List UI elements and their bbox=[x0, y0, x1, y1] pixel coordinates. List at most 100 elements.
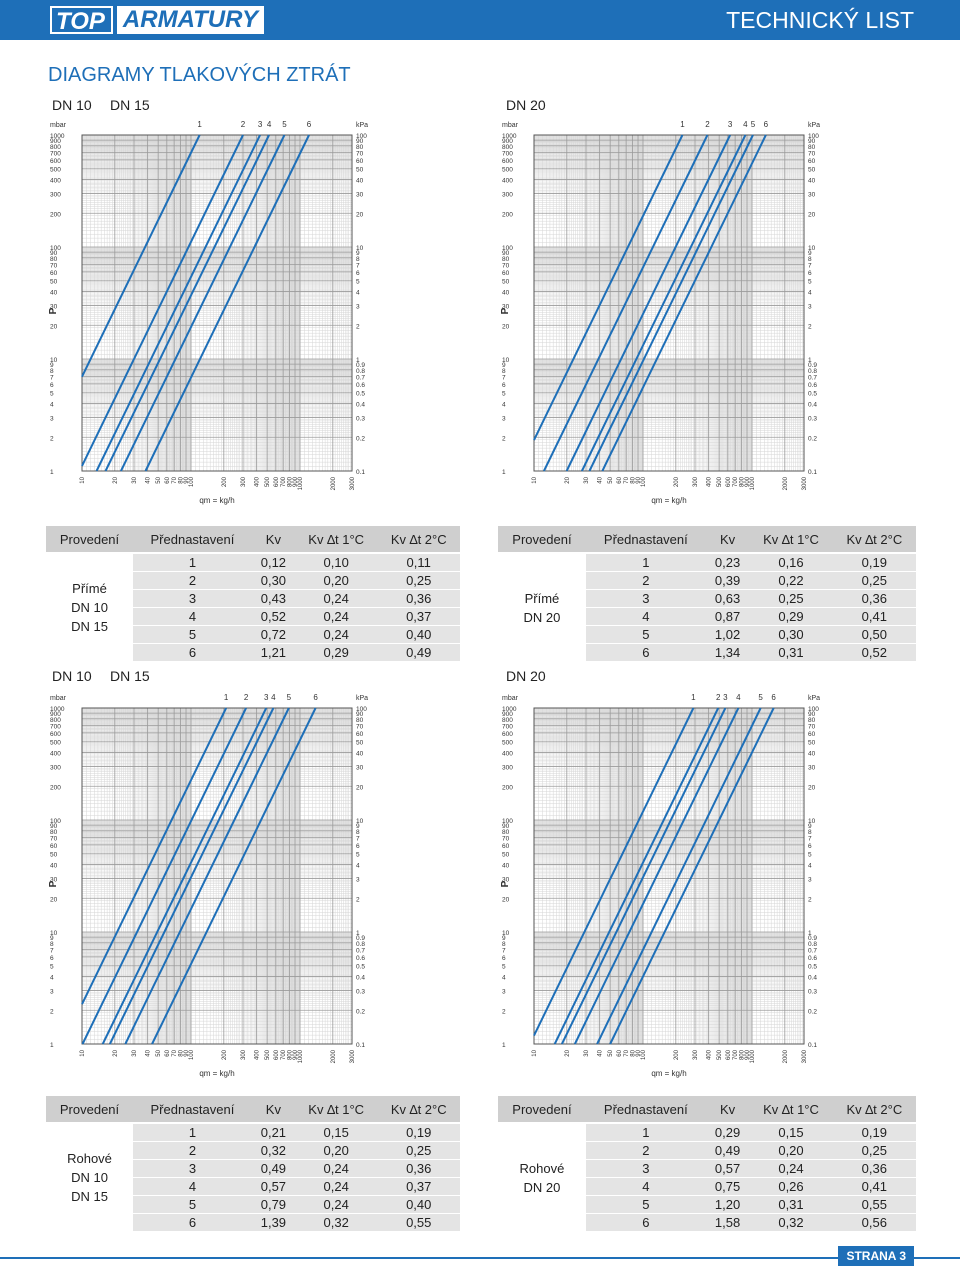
x-tick-label: 400 bbox=[255, 476, 261, 487]
y-tick-label-kpa: 0.4 bbox=[356, 402, 365, 409]
x-tick-label: 800 bbox=[739, 476, 745, 487]
x-tick-label: 60 bbox=[165, 1049, 171, 1056]
y-tick-label-kpa: 60 bbox=[808, 158, 816, 165]
table-cell: 0,15 bbox=[749, 1123, 833, 1142]
y-tick-label-mbar: 800 bbox=[502, 717, 513, 724]
variant-label: DN 20 bbox=[523, 609, 561, 625]
y-tick-label-mbar: 90 bbox=[50, 250, 58, 257]
y-tick-label-kpa: 100 bbox=[356, 133, 367, 140]
y-tick-label-kpa: 3 bbox=[356, 304, 360, 311]
series-line-1 bbox=[533, 134, 684, 441]
y-axis-letter: P bbox=[48, 880, 59, 887]
column-header: Přednastavení bbox=[133, 1096, 252, 1124]
y-tick-label-kpa: 4 bbox=[356, 863, 360, 870]
table-cell: 5 bbox=[133, 1195, 252, 1214]
table-row: Přímé DN 20 1 0,23 0,16 0,19 bbox=[498, 553, 916, 662]
series-label-6: 6 bbox=[771, 693, 776, 702]
y-tick-label-mbar: 60 bbox=[50, 270, 58, 277]
x-tick-label: 40 bbox=[146, 476, 152, 483]
series-label-5: 5 bbox=[282, 120, 287, 129]
x-tick-label: 100 bbox=[641, 1049, 647, 1060]
table-cell: 0,55 bbox=[832, 1195, 916, 1214]
variant-label: Rohové bbox=[519, 1160, 565, 1176]
y-tick-label-kpa: 0.3 bbox=[808, 989, 817, 996]
x-tick-label: 2000 bbox=[331, 1049, 337, 1063]
series-line-2 bbox=[543, 134, 709, 472]
y-tick-label-mbar: 4 bbox=[50, 402, 54, 409]
table-cell: 2 bbox=[133, 1141, 252, 1160]
y-tick-label-mbar: 10 bbox=[502, 357, 510, 364]
y-tick-label-kpa: 0.5 bbox=[356, 391, 365, 398]
table-row: 2 0,49 0,20 0,25 bbox=[498, 1141, 916, 1160]
table-cell: 3 bbox=[585, 589, 706, 608]
y-tick-label-kpa: 0.1 bbox=[356, 1042, 365, 1049]
pressure-loss-chart-dn10-dn15-straight: 1000 900 800 700 600 500 400 300 200 100 90 80 70 60 5… bbox=[46, 115, 464, 505]
series-line-2 bbox=[81, 707, 247, 1045]
y-tick-label-mbar: 600 bbox=[502, 158, 513, 165]
x-tick-label: 2000 bbox=[783, 1049, 789, 1063]
table-row: 5 1,20 0,31 0,55 bbox=[498, 1195, 916, 1214]
table-cell: 4 bbox=[133, 607, 252, 626]
y-tick-label-kpa: 10 bbox=[356, 818, 364, 825]
y-tick-label-kpa: 2 bbox=[356, 896, 360, 903]
y-tick-label-mbar: 500 bbox=[50, 740, 61, 747]
y-tick-label-kpa: 6 bbox=[356, 843, 360, 850]
y-tick-label-kpa: 0.5 bbox=[808, 391, 817, 398]
y-tick-label-mbar: 700 bbox=[50, 723, 61, 730]
y-tick-label-mbar: 400 bbox=[502, 178, 513, 185]
table-cell: 0,20 bbox=[294, 1141, 378, 1160]
y-tick-label-kpa: 5 bbox=[808, 852, 812, 859]
chart-frame bbox=[533, 134, 805, 472]
unit-mbar-label: mbar bbox=[50, 695, 67, 702]
y-tick-label-mbar: 300 bbox=[50, 765, 61, 772]
y-tick-label-kpa: 80 bbox=[356, 144, 364, 151]
y-tick-label-kpa: 0.3 bbox=[356, 989, 365, 996]
y-tick-label-mbar: 7 bbox=[502, 947, 506, 954]
table-row: 2 0,39 0,22 0,25 bbox=[498, 571, 916, 590]
y-tick-label-kpa: 5 bbox=[356, 279, 360, 286]
y-tick-label-mbar: 1 bbox=[50, 1042, 54, 1049]
pressure-loss-chart-dn20-straight: 1000 900 800 700 600 500 400 300 200 100 90 80 70 60 5… bbox=[498, 115, 916, 505]
y-tick-label-mbar: 9 bbox=[502, 935, 506, 942]
y-tick-label-mbar: 3 bbox=[502, 416, 506, 423]
series-line-5 bbox=[596, 707, 762, 1045]
x-tick-label: 900 bbox=[745, 476, 751, 487]
y-tick-label-mbar: 1000 bbox=[50, 706, 65, 713]
table-row: 4 0,87 0,29 0,41 bbox=[498, 607, 916, 626]
y-tick-label-kpa: 0.6 bbox=[808, 955, 817, 962]
kv-table-straight-dn20: Provedení Přednastavení Kv Kv ∆t 1°C Kv ∆t 2… bbox=[498, 526, 916, 662]
table-row: Přímé DN 10 DN 15 1 0,12 0,10 0,11 bbox=[46, 553, 460, 662]
column-header: Kv bbox=[705, 1096, 750, 1124]
y-tick-label-kpa: 0.2 bbox=[356, 435, 365, 442]
table-cell: 0,37 bbox=[377, 607, 460, 626]
series-label-1: 1 bbox=[197, 120, 202, 129]
variant-label: Rohové bbox=[67, 1151, 112, 1166]
logo-armatury: ARMATURY bbox=[116, 6, 265, 34]
table-cell: 0,26 bbox=[749, 1177, 833, 1196]
y-tick-label-kpa: 100 bbox=[808, 133, 819, 140]
x-tick-label: 900 bbox=[293, 476, 299, 487]
y-tick-label-mbar: 900 bbox=[502, 711, 513, 718]
table-cell: 0,36 bbox=[377, 589, 460, 608]
series-label-2: 2 bbox=[244, 693, 249, 702]
x-tick-label: 400 bbox=[255, 1049, 261, 1060]
table-cell: 0,75 bbox=[705, 1177, 750, 1196]
table-cell: 0,25 bbox=[749, 589, 833, 608]
series-line-2 bbox=[553, 707, 720, 1045]
table-row: 2 0,32 0,20 0,25 bbox=[46, 1141, 460, 1160]
series-line-4 bbox=[108, 707, 275, 1045]
unit-kpa-label: kPa bbox=[356, 695, 368, 702]
y-tick-label-kpa: 0.6 bbox=[356, 382, 365, 389]
chart-grid bbox=[533, 134, 805, 472]
series-label-4: 4 bbox=[743, 120, 748, 129]
x-tick-label: 700 bbox=[281, 1049, 287, 1060]
y-axis-letter: P bbox=[500, 307, 511, 314]
y-tick-label-mbar: 1 bbox=[502, 1042, 506, 1049]
y-tick-label-kpa: 9 bbox=[356, 823, 360, 830]
x-tick-label: 800 bbox=[287, 1049, 293, 1060]
y-tick-label-mbar: 90 bbox=[502, 250, 510, 257]
table-cell: 1,21 bbox=[251, 643, 295, 662]
table-cell: 0,30 bbox=[251, 571, 295, 590]
section-label-dn20: DN 20 bbox=[506, 668, 546, 684]
column-header: Kv ∆t 2°C bbox=[377, 1096, 460, 1124]
